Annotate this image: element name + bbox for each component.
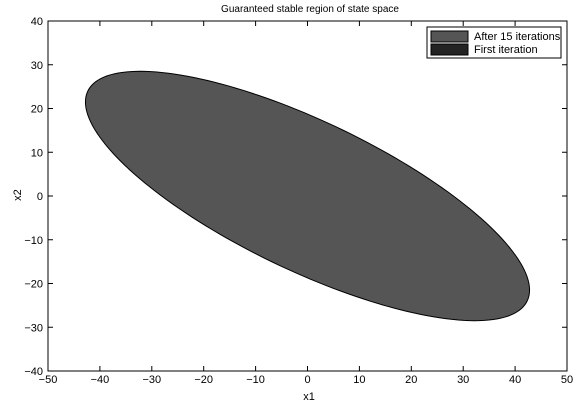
x-tick-label: −50: [39, 374, 58, 386]
y-tick-label: 30: [31, 60, 43, 72]
y-axis-ticks: −40 −30 −20 −10 0 10 20 30 40: [24, 16, 567, 378]
y-tick-label: 10: [31, 147, 43, 159]
chart-title: Guaranteed stable region of state space: [221, 4, 399, 15]
x-tick-label: 30: [457, 374, 469, 386]
x-tick-label: 50: [561, 374, 573, 386]
y-axis-label: x2: [12, 189, 24, 201]
y-tick-label: 40: [31, 16, 43, 28]
legend-swatch-first-iteration: [430, 43, 469, 56]
ellipse-after-15-iterations: [84, 70, 531, 322]
x-tick-label: −10: [246, 374, 265, 386]
y-tick-label: 0: [37, 191, 43, 203]
y-tick-label: −40: [24, 366, 43, 378]
x-tick-label: −40: [91, 374, 110, 386]
x-tick-label: −20: [194, 374, 213, 386]
x-axis-ticks: −50 −40 −30 −20 −10 0 10 20 30 40 50: [39, 21, 573, 386]
legend-label-first-iteration: First iteration: [474, 44, 538, 56]
x-tick-label: 40: [509, 374, 521, 386]
plot-area: −50 −40 −30 −20 −10 0 10 20 30 40 50 −40−30−20−100…: [24, 16, 573, 386]
y-tick-label: −20: [24, 279, 43, 291]
legend-swatch-after-15: [430, 30, 469, 43]
ellipse-layer: [84, 70, 531, 322]
y-tick-label: 20: [31, 104, 43, 116]
y-tick-label: −10: [24, 235, 43, 247]
legend-label-after-15: After 15 iterations: [474, 31, 561, 43]
x-tick-label: 0: [304, 374, 310, 386]
legend: After 15 iterations First iteration: [426, 26, 562, 59]
x-axis-label: x1: [303, 391, 315, 403]
x-tick-label: 20: [405, 374, 417, 386]
x-tick-label: −30: [142, 374, 161, 386]
y-tick-label: −30: [24, 322, 43, 334]
x-tick-label: 10: [353, 374, 365, 386]
